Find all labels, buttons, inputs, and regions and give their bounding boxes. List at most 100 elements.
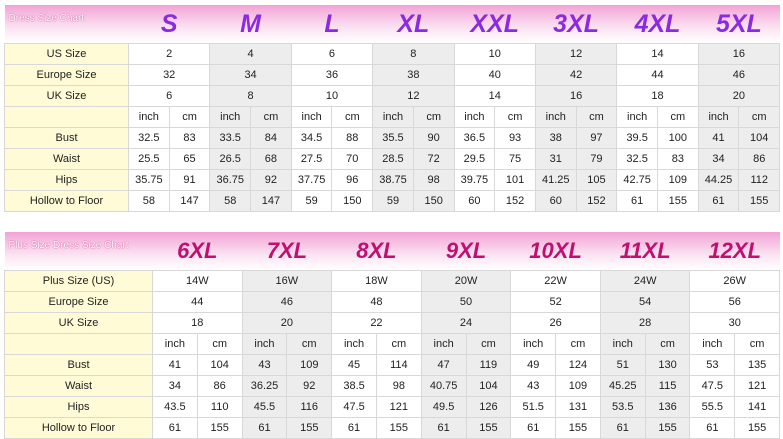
size-value: 40 [453,64,536,86]
size-value: 14 [616,43,699,65]
measure-value: 155 [375,417,422,439]
measure-value: 90 [412,127,455,149]
unit-label: inch [152,333,198,355]
measure-value: 34 [152,375,198,397]
unit-label: cm [656,106,699,128]
measure-value: 61 [616,190,658,212]
measure-value: 51.5 [510,396,557,418]
measure-value: 121 [734,375,781,397]
measure-value: 60 [534,190,577,212]
measure-value: 61 [152,417,198,439]
size-value: 6 [127,85,211,107]
measure-value: 155 [734,417,781,439]
measure-value: 92 [286,375,333,397]
measure-value: 27.5 [290,148,333,170]
size-row: Europe Size 32 34 36 38 40 42 44 46 [4,64,781,86]
unit-label: cm [286,333,333,355]
size-value: 46 [697,64,781,86]
size-value: 52 [510,291,601,313]
measure-value: 34.5 [290,127,333,149]
measure-value: 84 [250,127,292,149]
row-label: Hollow to Floor [4,190,129,212]
unit-label: inch [209,106,252,128]
measure-value: 28.5 [372,148,414,170]
measure-row: Hollow to Floor 58 147 58 147 59 150 59 150 60 152… [4,190,781,212]
measure-value: 45 [331,354,377,376]
measure-value: 59 [290,190,333,212]
unit-label: cm [331,106,374,128]
unit-label: inch [534,106,577,128]
unit-label: inch [331,333,377,355]
measure-value: 61 [697,190,740,212]
measure-value: 32.5 [128,127,170,149]
size-value: 14W [152,270,243,292]
chart-title: Plus Size Dress Size Chart [4,232,153,271]
measure-row: Hollow to Floor 61 155 61 155 61 155 61 155 61 155… [4,417,781,439]
size-value: 18 [616,85,699,107]
measure-value: 61 [599,417,646,439]
size-row: US Size 2 4 6 8 10 12 14 16 [4,43,781,65]
measure-value: 65 [168,148,211,170]
unit-row: inch cm inch cm inch cm inch cm inch cm inch cm inch… [4,333,781,355]
row-label: Bust [4,354,153,376]
row-label: US Size [4,43,129,65]
row-label: Waist [4,375,153,397]
measure-value: 98 [412,169,455,191]
size-value: 22 [331,312,422,334]
measure-value: 112 [738,169,781,191]
measure-value: 109 [656,169,699,191]
measure-value: 150 [331,190,374,212]
row-label: Plus Size (US) [4,270,153,292]
measure-value: 109 [555,375,601,397]
measure-value: 147 [250,190,292,212]
size-value: 56 [689,291,781,313]
measure-value: 92 [250,169,292,191]
unit-label: cm [734,333,781,355]
measure-value: 47.5 [331,396,377,418]
measure-value: 31 [534,148,577,170]
measure-value: 97 [575,127,618,149]
size-value: 16 [534,85,618,107]
unit-label: cm [575,106,618,128]
measure-value: 43 [510,375,557,397]
size-name: 6XL [152,232,243,271]
row-label: Hips [4,396,153,418]
size-value: 46 [241,291,333,313]
size-value: 18W [331,270,422,292]
measure-value: 29.5 [453,148,496,170]
size-value: 10 [453,43,536,65]
unit-label: inch [241,333,288,355]
measure-row: Bust 41 104 43 109 45 114 47 119 49 124 51 130 53 135 [4,354,781,376]
measure-value: 96 [331,169,374,191]
measure-row: Hips 35.75 91 36.75 92 37.75 96 38.75 98 39.75 101… [4,169,781,191]
measure-value: 136 [644,396,691,418]
unit-label: inch [128,106,170,128]
measure-row: Hips 43.5 110 45.5 116 47.5 121 49.5 126 51.5 131 5… [4,396,781,418]
unit-label: inch [510,333,557,355]
row-label: Hips [4,169,129,191]
size-name: S [128,5,210,44]
size-name: L [291,5,373,44]
measure-value: 104 [196,354,243,376]
size-value: 24W [599,270,691,292]
measure-value: 116 [286,396,333,418]
unit-label: cm [412,106,455,128]
measure-value: 150 [412,190,455,212]
size-value: 32 [127,64,211,86]
size-value: 4 [209,43,292,65]
measure-value: 25.5 [128,148,170,170]
unit-label: cm [738,106,781,128]
measure-value: 49 [510,354,557,376]
row-label: UK Size [4,312,153,334]
unit-label: inch [290,106,333,128]
size-row: UK Size 18 20 22 24 26 28 30 [4,312,781,334]
unit-label: cm [375,333,422,355]
measure-value: 88 [331,127,374,149]
measure-value: 61 [420,417,467,439]
size-value: 44 [616,64,699,86]
size-name: XL [372,5,455,44]
size-name: 10XL [510,232,601,271]
size-value: 30 [689,312,781,334]
measure-value: 42.75 [616,169,658,191]
measure-row: Waist 34 86 36.25 92 38.5 98 40.75 104 43 109 45.25… [4,375,781,397]
